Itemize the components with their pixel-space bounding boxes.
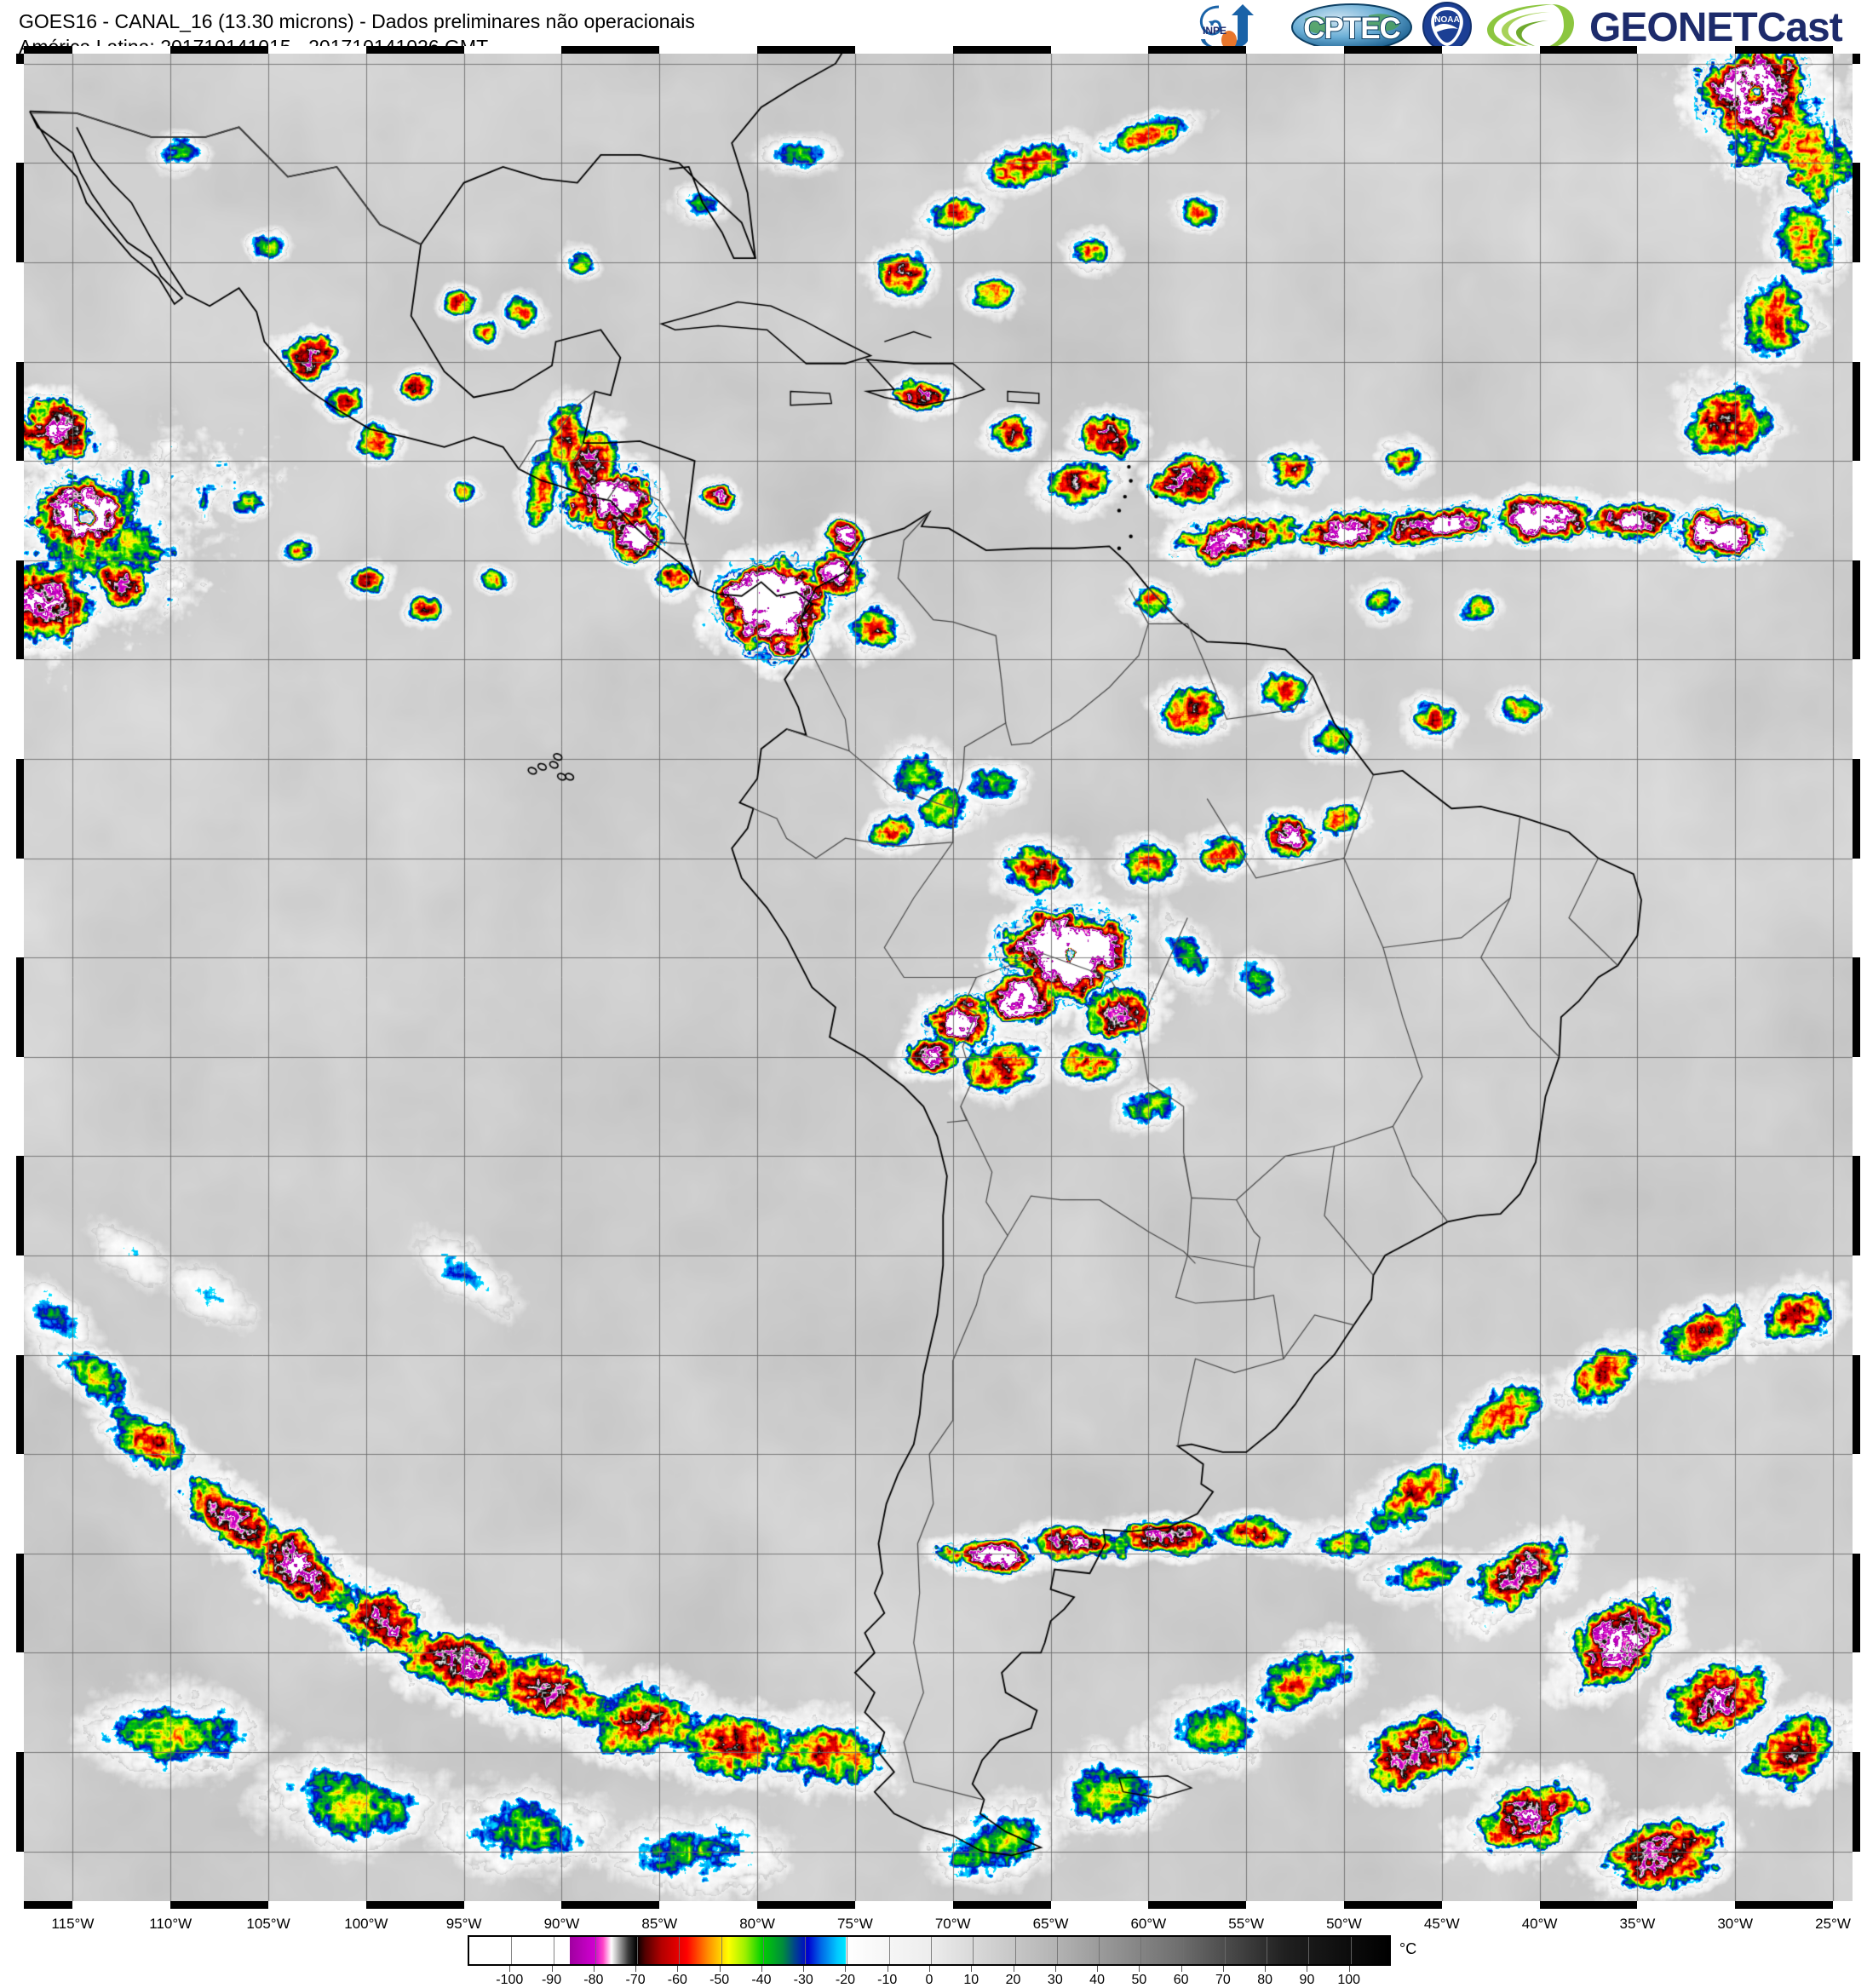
colorbar-tick [719, 1966, 721, 1972]
longitude-tick-bar-bottom [24, 1901, 1853, 1909]
colorbar-gridline [888, 1937, 890, 1964]
colorbar-gridline [511, 1937, 513, 1964]
longitude-tick-bar-top [24, 46, 1853, 54]
logo-strip: INPE CPTEC [1193, 0, 1862, 53]
colorbar-tick [1139, 1966, 1140, 1972]
colorbar-tick [971, 1966, 973, 1972]
satellite-image-canvas[interactable] [24, 54, 1853, 1901]
latitude-tick-bar-left [16, 54, 24, 1901]
colorbar-tick [551, 1966, 553, 1972]
cptec-logo: CPTEC [1288, 2, 1416, 51]
lon-tick-label: 100°W [344, 1916, 388, 1932]
geonetcast-logo: GEONETCast [1479, 2, 1862, 51]
lon-tick-label: 75°W [837, 1916, 873, 1932]
latitude-tick-bar-right [1853, 54, 1860, 1901]
colorbar-tick-label: -10 [877, 1973, 898, 1987]
colorbar-tick-label: 30 [1047, 1973, 1063, 1987]
colorbar-gridline [721, 1937, 722, 1964]
colorbar-gridline [1056, 1937, 1058, 1964]
colorbar-tick-label: -100 [496, 1973, 524, 1987]
colorbar-tick-label: 90 [1299, 1973, 1315, 1987]
colorbar-gridline [1224, 1937, 1226, 1964]
lon-tick-label: 40°W [1521, 1916, 1558, 1932]
svg-text:NOAA: NOAA [1434, 15, 1459, 25]
lon-tick-label: 55°W [1228, 1916, 1265, 1932]
colorbar-tick [677, 1966, 679, 1972]
lon-tick-label: 80°W [739, 1916, 775, 1932]
colorbar-box [468, 1935, 1391, 1966]
colorbar-tick-label: -60 [667, 1973, 687, 1987]
lon-tick-label: 90°W [543, 1916, 580, 1932]
colorbar-gradient [469, 1937, 1389, 1964]
colorbar-tick-label: 20 [1005, 1973, 1021, 1987]
colorbar-gridline [1308, 1937, 1310, 1964]
colorbar-tick [1348, 1966, 1350, 1972]
colorbar-tick-label: 100 [1337, 1973, 1361, 1987]
colorbar-tick [761, 1966, 762, 1972]
lon-tick-label: 65°W [1032, 1916, 1069, 1932]
colorbar-tick-label: -20 [835, 1973, 856, 1987]
colorbar-tick-label: 0 [925, 1973, 934, 1987]
lon-tick-label: 115°W [51, 1916, 95, 1932]
svg-text:INPE: INPE [1203, 25, 1226, 37]
colorbar-gridline [679, 1937, 681, 1964]
colorbar-gridline [595, 1937, 596, 1964]
lon-tick-label: 105°W [246, 1916, 290, 1932]
lon-tick-label: 50°W [1326, 1916, 1362, 1932]
colorbar-tick-label: 60 [1173, 1973, 1189, 1987]
lon-tick-label: 35°W [1619, 1916, 1656, 1932]
colorbar-tick [1222, 1966, 1224, 1972]
colorbar-tick [1054, 1966, 1056, 1972]
lon-tick-label: 45°W [1423, 1916, 1460, 1932]
colorbar-gridline [1099, 1937, 1100, 1964]
colorbar-tick [635, 1966, 637, 1972]
lon-tick-label: 95°W [445, 1916, 482, 1932]
colorbar-tick-label: -50 [709, 1973, 730, 1987]
colorbar-tick [509, 1966, 511, 1972]
colorbar-gridline [1350, 1937, 1352, 1964]
inpe-logo: INPE [1193, 2, 1283, 51]
colorbar-tick-label: 40 [1089, 1973, 1105, 1987]
temperature-colorbar: °C -100 -90 -80 -70 -60 -50 -40 -30 -20 -10 0 10 20 3… [468, 1935, 1416, 1987]
colorbar-tick-label: 50 [1131, 1973, 1147, 1987]
colorbar-tick [929, 1966, 930, 1972]
colorbar-tick-label: -40 [751, 1973, 772, 1987]
colorbar-tick [1265, 1966, 1267, 1972]
colorbar-tick-label: 80 [1257, 1973, 1273, 1987]
colorbar-gridline [637, 1937, 639, 1964]
colorbar-tick [845, 1966, 847, 1972]
colorbar-gridline [973, 1937, 974, 1964]
lon-tick-label: 85°W [641, 1916, 678, 1932]
colorbar-gridline [931, 1937, 932, 1964]
colorbar-tick [1181, 1966, 1182, 1972]
colorbar-gridline [762, 1937, 764, 1964]
colorbar-gridline [1182, 1937, 1184, 1964]
colorbar-tick [803, 1966, 805, 1972]
lon-tick-label: 70°W [934, 1916, 971, 1932]
noaa-logo: NOAA [1421, 2, 1473, 51]
colorbar-tick [1097, 1966, 1099, 1972]
colorbar-tick-label: 70 [1215, 1973, 1231, 1987]
lon-tick-label: 30°W [1717, 1916, 1754, 1932]
colorbar-tick-label: -30 [793, 1973, 813, 1987]
product-title-line: GOES16 - CANAL_16 (13.30 microns) - Dado… [19, 10, 695, 32]
colorbar-unit-label: °C [1399, 1940, 1417, 1957]
svg-text:CPTEC: CPTEC [1303, 12, 1400, 45]
lon-tick-label: 110°W [149, 1916, 192, 1932]
colorbar-tick-label: -90 [541, 1973, 562, 1987]
svg-text:GEONETCast: GEONETCast [1589, 5, 1843, 50]
colorbar-tick-label: -80 [583, 1973, 604, 1987]
page-header: GOES16 - CANAL_16 (13.30 microns) - Dado… [0, 0, 1867, 58]
colorbar-gridline [805, 1937, 807, 1964]
colorbar-tick-label: 10 [963, 1973, 979, 1987]
colorbar-tick [593, 1966, 595, 1972]
colorbar-tick-label: -70 [625, 1973, 646, 1987]
colorbar-gridline [1014, 1937, 1016, 1964]
lon-tick-label: 60°W [1130, 1916, 1167, 1932]
lon-tick-label: 25°W [1815, 1916, 1851, 1932]
satellite-map[interactable]: 35°N30°N25°N20°N15°N10°N5°N0°5°S10°S15°S… [16, 46, 1860, 1932]
colorbar-gridline [1140, 1937, 1142, 1964]
